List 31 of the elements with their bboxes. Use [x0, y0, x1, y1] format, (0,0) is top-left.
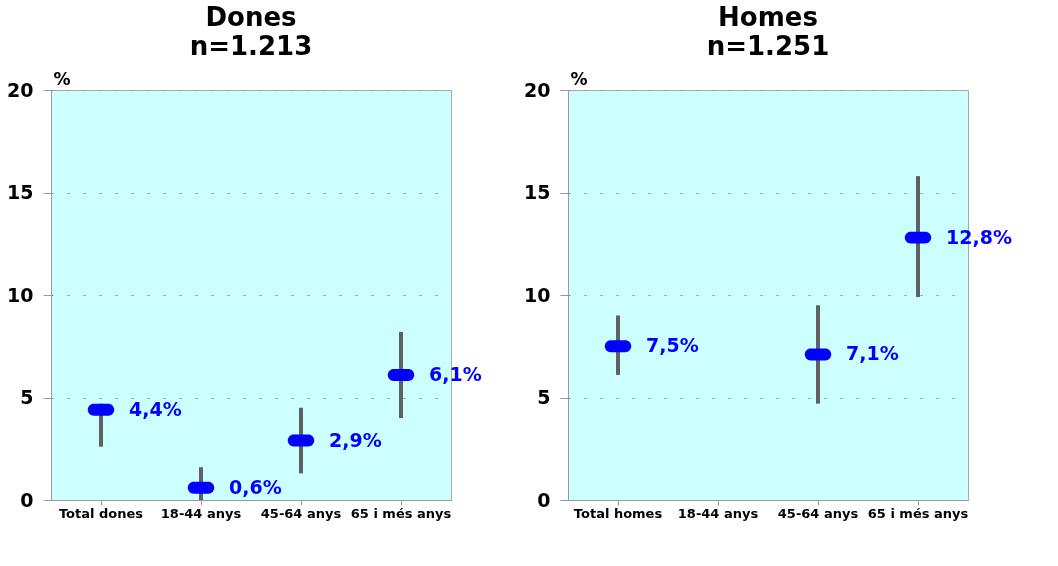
data-label: 12,8%	[946, 225, 1012, 248]
data-label: 0,6%	[229, 475, 282, 498]
x-tick-label: 45-64 anys	[777, 505, 859, 521]
y-tick-label: 5	[537, 386, 551, 408]
x-tick-label: 65 i més anys	[867, 505, 969, 521]
x-tick-label: 18-44 anys	[160, 505, 242, 521]
chart-title: Dones	[205, 2, 297, 32]
y-tick-label: 20	[7, 78, 34, 101]
chart-title: Homes	[718, 2, 818, 32]
data-label: 6,1%	[429, 362, 482, 385]
x-tick-label: 18-44 anys	[677, 505, 759, 521]
chart-subtitle: n=1.213	[189, 31, 313, 61]
data-label: 7,1%	[846, 342, 899, 365]
y-tick-label: 0	[537, 488, 551, 511]
y-tick-label: 20	[524, 78, 551, 101]
x-tick-label: Total homes	[573, 505, 663, 521]
y-tick-label: 0	[20, 488, 34, 511]
y-axis-title: %	[53, 68, 71, 89]
data-label: 2,9%	[329, 428, 382, 451]
y-tick-label: 15	[7, 181, 34, 203]
data-label: 4,4%	[129, 397, 182, 420]
data-label: 7,5%	[646, 334, 699, 357]
x-tick-label: 65 i més anys	[350, 505, 452, 521]
y-tick-label: 15	[524, 181, 551, 203]
y-tick-label: 10	[524, 283, 551, 306]
x-tick-label: 45-64 anys	[260, 505, 342, 521]
y-tick-label: 10	[7, 283, 34, 306]
chart-subtitle: n=1.251	[706, 31, 830, 61]
y-tick-label: 5	[20, 386, 34, 408]
x-tick-label: Total dones	[58, 505, 144, 521]
y-axis-title: %	[570, 68, 588, 89]
